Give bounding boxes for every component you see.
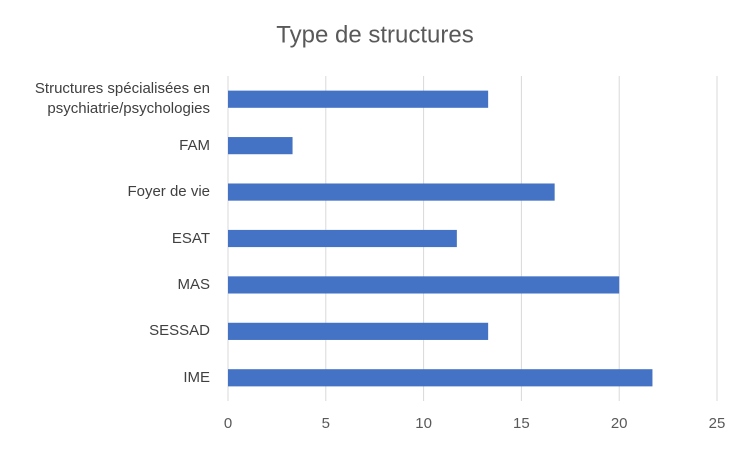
x-tick-label: 5	[322, 415, 330, 432]
bar	[228, 276, 620, 294]
bar	[228, 369, 653, 387]
x-tick-label: 25	[709, 415, 726, 432]
y-tick-label: Foyer de vie	[127, 183, 210, 201]
x-tick-label: 15	[513, 415, 530, 432]
x-tick-label: 0	[224, 415, 232, 432]
bar	[228, 229, 457, 248]
y-tick-label: MAS	[177, 275, 210, 293]
y-tick-label: ESAT	[171, 229, 210, 247]
x-tick-label: 20	[611, 415, 628, 432]
bar	[228, 90, 489, 108]
bar	[228, 137, 293, 155]
chart-title: Type de structures	[276, 21, 473, 48]
y-tick-label: FAM	[179, 136, 210, 154]
y-tick-label: SESSAD	[149, 322, 210, 340]
y-tick-label: Structures spécialisées en psychiatrie/p…	[34, 80, 210, 118]
y-tick-label: IME	[183, 368, 210, 386]
x-tick-label: 10	[415, 415, 432, 432]
bar	[228, 322, 489, 340]
bar	[228, 183, 555, 201]
